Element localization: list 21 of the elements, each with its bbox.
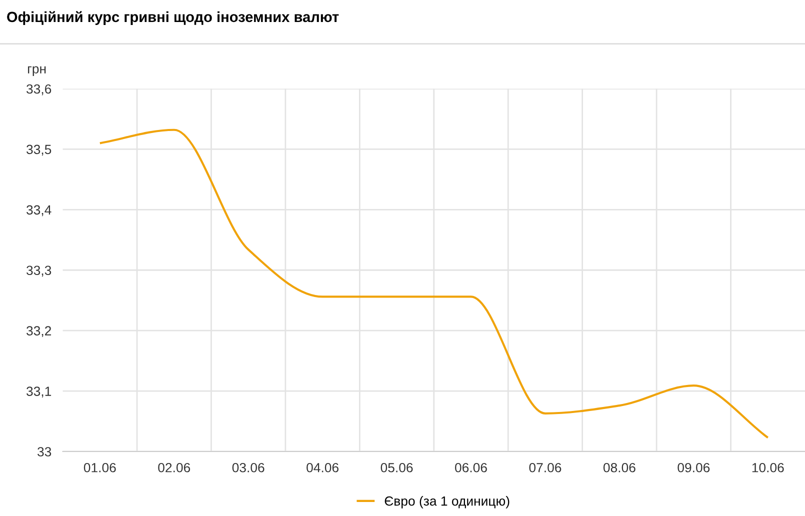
y-tick-label: 33,5: [26, 144, 52, 156]
y-tick-label: 33,4: [26, 205, 52, 216]
chart-title: Офіційний курс гривні щодо іноземних валют: [7, 11, 339, 25]
y-tick-label: 33,3: [26, 266, 52, 277]
x-tick-label: 08.06: [603, 462, 636, 472]
x-tick-label: 02.06: [158, 462, 190, 472]
x-tick-label: 04.06: [306, 462, 338, 472]
legend-label: Євро (за 1 одиницю): [384, 496, 510, 508]
x-tick-label: 01.06: [84, 462, 116, 472]
x-tick-label: 05.06: [380, 462, 413, 472]
line-series: [98, 128, 769, 439]
y-tick-label: 33,6: [26, 84, 52, 96]
y-tick-label: 33,2: [26, 326, 52, 338]
x-tick-label: 09.06: [678, 462, 710, 472]
x-tick-label: 10.06: [752, 462, 784, 472]
x-tick-label: 03.06: [232, 462, 264, 472]
y-tick-label: 33: [38, 447, 52, 456]
x-tick-label: 06.06: [455, 462, 487, 472]
y-axis-title: грн: [28, 66, 46, 76]
y-tick-label: 33,1: [26, 386, 52, 398]
x-tick-label: 07.06: [529, 462, 562, 472]
